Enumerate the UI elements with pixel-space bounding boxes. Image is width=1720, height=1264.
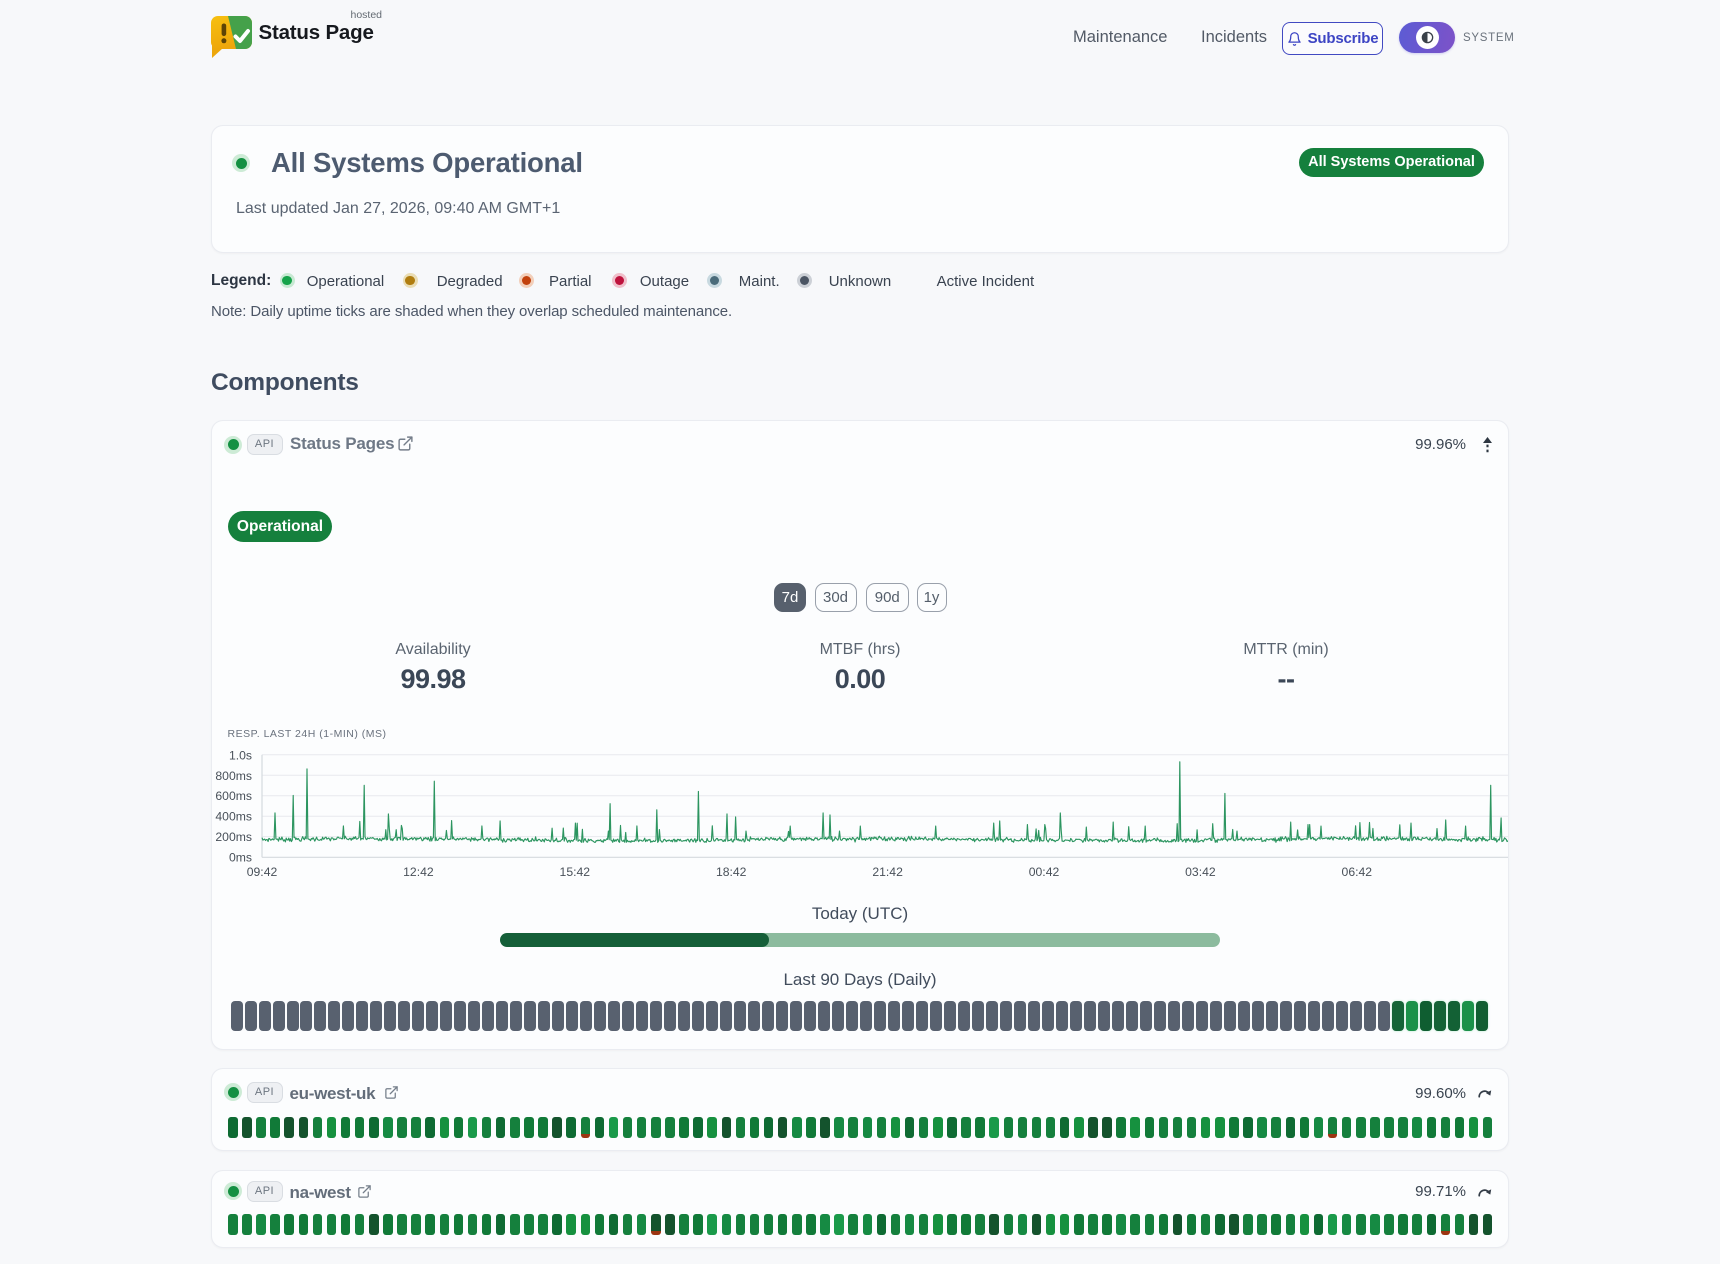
svg-text:06:42: 06:42 [1342, 865, 1373, 879]
svg-text:0ms: 0ms [229, 850, 252, 864]
svg-text:200ms: 200ms [215, 830, 252, 844]
svg-text:18:42: 18:42 [716, 865, 747, 879]
svg-text:03:42: 03:42 [1185, 865, 1216, 879]
svg-text:12:42: 12:42 [403, 865, 434, 879]
svg-text:15:42: 15:42 [560, 865, 591, 879]
svg-text:21:42: 21:42 [872, 865, 903, 879]
svg-text:800ms: 800ms [215, 769, 252, 783]
svg-text:00:42: 00:42 [1029, 865, 1060, 879]
svg-text:1.0s: 1.0s [229, 748, 252, 762]
svg-text:09:42: 09:42 [247, 865, 278, 879]
svg-text:600ms: 600ms [215, 789, 252, 803]
svg-text:400ms: 400ms [215, 810, 252, 824]
